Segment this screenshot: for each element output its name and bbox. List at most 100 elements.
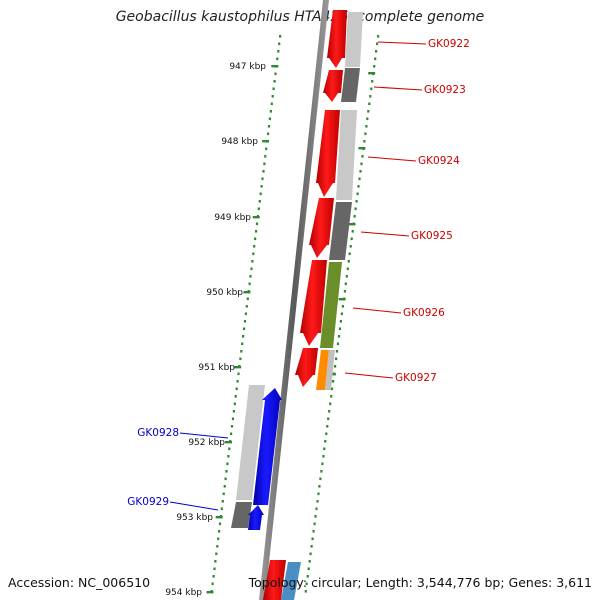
ruler-dot <box>221 500 224 503</box>
ruler-label: 949 kbp <box>214 213 251 223</box>
feature-ruler <box>304 35 380 593</box>
ruler-dot <box>273 80 276 83</box>
ruler-dot <box>218 522 222 526</box>
ruler-dot <box>263 162 266 166</box>
ruler-dot <box>374 57 377 61</box>
ruler-dot <box>358 177 361 181</box>
ruler-dot <box>213 567 216 571</box>
ruler-dot <box>320 470 323 473</box>
ruler-dot <box>222 492 225 496</box>
ruler-dot <box>261 177 264 181</box>
ruler-dot <box>224 477 227 481</box>
gene-label-gk0923[interactable]: GK0923 <box>424 84 466 96</box>
ruler-dot <box>375 50 378 53</box>
ruler-dot <box>334 365 337 368</box>
gene-label-gk0924[interactable]: GK0924 <box>418 155 460 167</box>
reverse-feature-bars <box>231 385 265 528</box>
gene-label-gk0927[interactable]: GK0927 <box>395 372 437 384</box>
position-ruler <box>206 35 282 594</box>
ruler-dot <box>363 140 366 143</box>
ruler-dot <box>270 102 273 106</box>
ruler-dot <box>279 35 282 38</box>
ruler-dot <box>312 530 315 533</box>
ruler-dot <box>306 575 309 578</box>
gene-label-gk0925[interactable]: GK0925 <box>411 230 453 242</box>
ruler-dot <box>274 72 277 76</box>
ruler-dot <box>242 335 245 338</box>
ruler-dot <box>267 125 271 128</box>
ruler-dot <box>345 275 348 278</box>
ruler-dot <box>368 102 371 106</box>
ruler-dot <box>257 207 260 211</box>
feature-bar <box>320 262 342 348</box>
leader-line <box>367 156 417 162</box>
ruler-dot <box>311 537 314 541</box>
gene-arrow-gk0925[interactable] <box>309 198 334 258</box>
gene-arrow-gk0922[interactable] <box>327 10 347 68</box>
feature-bar <box>345 12 363 67</box>
gene-arrow-gk0927[interactable] <box>295 348 318 387</box>
feature-bar <box>336 110 357 200</box>
ruler-dot <box>335 357 338 361</box>
ruler-dot <box>264 155 267 158</box>
major-tick <box>225 441 232 444</box>
ruler-dot <box>236 380 239 383</box>
leader-line <box>179 432 229 439</box>
ruler-dot <box>373 65 376 68</box>
ruler-dot <box>260 185 263 188</box>
genome-axis <box>259 0 329 600</box>
ruler-label: 947 kbp <box>229 62 266 72</box>
ruler-dot <box>346 267 349 271</box>
gene-arrow-gk0924[interactable] <box>316 110 340 197</box>
ruler-dot <box>230 425 234 428</box>
gene-arrow-gk0926[interactable] <box>300 260 327 346</box>
ruler-dot <box>308 560 311 563</box>
ruler-dot <box>248 282 251 286</box>
gene-arrow-next[interactable] <box>263 560 286 600</box>
ruler-label: 952 kbp <box>188 438 225 448</box>
ruler-dot <box>309 552 312 556</box>
gene-label-gk0929[interactable]: GK0929 <box>127 496 169 508</box>
ruler-dot <box>310 545 313 548</box>
ruler-dot <box>272 87 275 91</box>
ruler-dot <box>366 117 369 121</box>
gene-arrow-next-reverse[interactable] <box>281 562 301 600</box>
ruler-dot <box>330 395 333 398</box>
ruler-dot <box>339 320 342 323</box>
leader-line <box>360 231 410 237</box>
ruler-dot <box>318 485 321 488</box>
ruler-dot <box>243 327 246 331</box>
ruler-dot <box>258 200 261 203</box>
ruler-dot <box>347 260 350 263</box>
leader-line <box>169 501 219 511</box>
major-tick <box>348 223 356 226</box>
ruler-dot <box>243 320 247 323</box>
ruler-dot <box>246 297 249 301</box>
gene-label-gk0926[interactable]: GK0926 <box>403 307 445 319</box>
gene-arrow-gk0928[interactable] <box>253 388 282 505</box>
ruler-dot <box>239 357 242 361</box>
ruler-dot <box>241 342 244 346</box>
ruler-dot <box>240 350 243 353</box>
ruler-dot <box>268 117 271 121</box>
gene-arrow-gk0929[interactable] <box>248 505 264 530</box>
ruler-dot <box>323 447 326 451</box>
ruler-dot <box>223 485 226 488</box>
ruler-dot <box>370 87 373 91</box>
ruler-dot <box>231 417 235 421</box>
leader-line <box>352 307 402 314</box>
ruler-dot <box>317 492 320 496</box>
ruler-dot <box>355 200 358 203</box>
ruler-dot <box>350 237 353 241</box>
major-tick <box>358 147 366 150</box>
ruler-dot <box>233 402 236 406</box>
ruler-dot <box>353 215 356 218</box>
major-tick <box>271 65 279 68</box>
ruler-dot <box>216 545 219 548</box>
ruler-dot <box>259 192 262 196</box>
gene-label-gk0922[interactable]: GK0922 <box>428 38 470 50</box>
major-tick <box>234 366 242 369</box>
gene-label-gk0928[interactable]: GK0928 <box>137 427 179 439</box>
gene-arrow-gk0923[interactable] <box>323 70 343 102</box>
